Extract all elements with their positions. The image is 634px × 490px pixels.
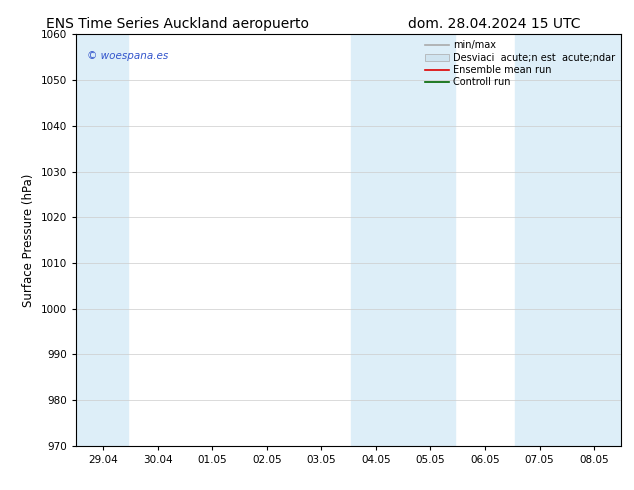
- Bar: [351, 34, 455, 446]
- Text: dom. 28.04.2024 15 UTC: dom. 28.04.2024 15 UTC: [408, 17, 581, 31]
- Y-axis label: Surface Pressure (hPa): Surface Pressure (hPa): [22, 173, 36, 307]
- Text: © woespana.es: © woespana.es: [87, 51, 168, 61]
- Bar: [515, 34, 621, 446]
- Bar: [76, 34, 128, 446]
- Legend: min/max, Desviaci  acute;n est  acute;ndar, Ensemble mean run, Controll run: min/max, Desviaci acute;n est acute;ndar…: [422, 37, 618, 90]
- Text: ENS Time Series Auckland aeropuerto: ENS Time Series Auckland aeropuerto: [46, 17, 309, 31]
